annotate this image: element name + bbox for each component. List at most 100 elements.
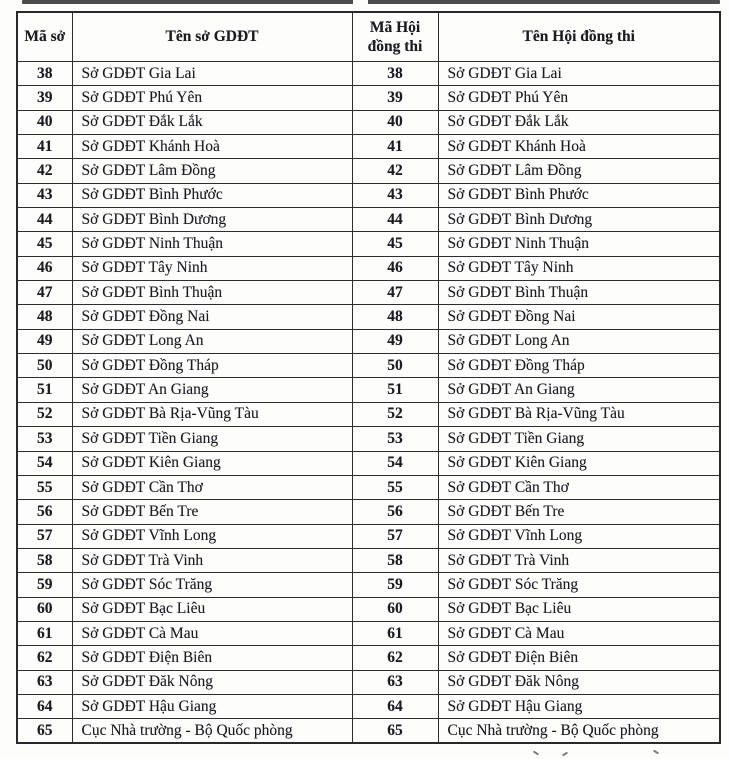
cell-ma-hoi-dong-thi: 64 (351, 693, 439, 720)
cell-ma-so: 40 (16, 109, 73, 136)
cell-ma-hoi-dong-thi: 45 (351, 231, 439, 257)
table-row: 46 Sở GDĐT Tây Ninh 46 Sở GDĐT Tây Ninh (16, 255, 721, 282)
cell-ma-so: 45 (16, 231, 73, 257)
cell-ten-hoi-dong-thi: Sở GDĐT Tây Ninh (437, 255, 721, 282)
cell-ten-hoi-dong-thi: Sở GDĐT Vĩnh Long (437, 523, 721, 549)
table-row: 53 Sở GDĐT Tiền Giang 53 Sở GDĐT Tiền Giang (16, 426, 721, 452)
cell-ten-so-gddt: Sở GDĐT Tây Ninh (71, 255, 353, 282)
cell-ten-hoi-dong-thi: Sở GDĐT Trà Vinh (437, 547, 721, 574)
cell-ma-hoi-dong-thi: 58 (351, 547, 439, 574)
cell-ma-so: 46 (16, 255, 73, 282)
exam-council-table: Mã sở Tên sở GDĐT Mã Hội đồng thi Tên Hộ… (16, 11, 721, 745)
table-row: 39 Sở GDĐT Phú Yên 39 Sở GDĐT Phú Yên (16, 85, 721, 111)
cell-ma-hoi-dong-thi: 54 (351, 450, 439, 476)
cell-ten-so-gddt: Sở GDĐT Tiền Giang (71, 426, 353, 452)
cell-ma-hoi-dong-thi: 46 (351, 255, 439, 282)
cell-ten-hoi-dong-thi: Sở GDĐT Cà Mau (437, 620, 721, 647)
cell-ma-so: 53 (16, 426, 73, 452)
cell-ten-so-gddt: Sở GDĐT Vĩnh Long (71, 523, 353, 549)
cell-ma-so: 61 (16, 620, 73, 647)
cell-ten-so-gddt: Sở GDĐT Bình Dương (71, 207, 353, 233)
cell-ma-so: 57 (16, 523, 73, 549)
cell-ma-hoi-dong-thi: 53 (351, 426, 439, 452)
table-body: 38 Sở GDĐT Gia Lai 38 Sở GDĐT Gia Lai 39 Sở G… (16, 60, 721, 744)
cell-ten-so-gddt: Sở GDĐT An Giang (71, 377, 353, 403)
cell-ten-so-gddt: Sở GDĐT Bà Rịa-Vũng Tàu (71, 401, 353, 428)
cell-ma-hoi-dong-thi: 50 (351, 353, 439, 379)
cell-ten-so-gddt: Sở GDĐT Điện Biên (71, 645, 353, 671)
cell-ma-hoi-dong-thi: 41 (351, 134, 439, 160)
cell-ma-so: 48 (16, 304, 73, 330)
cell-ten-so-gddt: Sở GDĐT Hậu Giang (71, 693, 353, 720)
table-row: 61 Sở GDĐT Cà Mau 61 Sở GDĐT Cà Mau (16, 620, 721, 647)
cell-ten-so-gddt: Sở GDĐT Bến Tre (71, 499, 353, 525)
cell-ma-hoi-dong-thi: 52 (351, 401, 439, 428)
cell-ma-so: 64 (16, 693, 73, 720)
header-ten-hoi-dong-thi: Tên Hội đồng thi (437, 11, 721, 62)
cell-ten-hoi-dong-thi: Sở GDĐT Phú Yên (437, 85, 721, 111)
cell-ma-so: 43 (16, 182, 73, 209)
cell-ten-hoi-dong-thi: Sở GDĐT Đồng Nai (437, 304, 721, 330)
cell-ten-so-gddt: Sở GDĐT Đăk Nông (71, 669, 353, 695)
cell-ten-hoi-dong-thi: Sở GDĐT An Giang (437, 377, 721, 403)
cell-ten-hoi-dong-thi: Sở GDĐT Bến Tre (437, 499, 721, 525)
cell-ten-so-gddt: Cục Nhà trường - Bộ Quốc phòng (71, 718, 353, 744)
table-row: 49 Sở GDĐT Long An 49 Sở GDĐT Long An (16, 328, 721, 355)
table-row: 59 Sở GDĐT Sóc Trăng 59 Sở GDĐT Sóc Trăng (16, 572, 721, 598)
cell-ma-so: 54 (16, 450, 73, 476)
cell-ten-hoi-dong-thi: Sở GDĐT Bình Phước (437, 182, 721, 209)
table-row: 47 Sở GDĐT Bình Thuận 47 Sở GDĐT Bình Thuận (16, 280, 721, 306)
cell-ten-so-gddt: Sở GDĐT Long An (71, 328, 353, 355)
cell-ma-hoi-dong-thi: 44 (351, 207, 439, 233)
cell-ma-hoi-dong-thi: 55 (351, 474, 439, 501)
cell-ten-so-gddt: Sở GDĐT Kiên Giang (71, 450, 353, 476)
table-row: 63 Sở GDĐT Đăk Nông 63 Sở GDĐT Đăk Nông (16, 669, 721, 695)
cell-ten-hoi-dong-thi: Sở GDĐT Lâm Đồng (437, 158, 721, 184)
cell-ma-hoi-dong-thi: 40 (351, 109, 439, 136)
table-row: 45 Sở GDĐT Ninh Thuận 45 Sở GDĐT Ninh Thuận (16, 231, 721, 257)
cell-ten-so-gddt: Sở GDĐT Đồng Tháp (71, 353, 353, 379)
cell-ten-hoi-dong-thi: Sở GDĐT Kiên Giang (437, 450, 721, 476)
table-header: Mã sở Tên sở GDĐT Mã Hội đồng thi Tên Hộ… (16, 11, 721, 62)
cell-ma-hoi-dong-thi: 59 (351, 572, 439, 598)
cell-ten-hoi-dong-thi: Sở GDĐT Điện Biên (437, 645, 721, 671)
table-row: 50 Sở GDĐT Đồng Tháp 50 Sở GDĐT Đồng Tháp (16, 353, 721, 379)
header-ten-so-gddt: Tên sở GDĐT (71, 11, 353, 62)
cell-ten-hoi-dong-thi: Sở GDĐT Tiền Giang (437, 426, 721, 452)
cell-ma-so: 55 (16, 474, 73, 501)
cell-ma-hoi-dong-thi: 43 (351, 182, 439, 209)
cell-ma-so: 58 (16, 547, 73, 574)
cell-ten-hoi-dong-thi: Sở GDĐT Hậu Giang (437, 693, 721, 720)
cell-ma-so: 44 (16, 207, 73, 233)
cell-ma-so: 47 (16, 280, 73, 306)
cell-ma-so: 50 (16, 353, 73, 379)
cell-ten-so-gddt: Sở GDĐT Phú Yên (71, 85, 353, 111)
cell-ma-hoi-dong-thi: 51 (351, 377, 439, 403)
cell-ma-hoi-dong-thi: 56 (351, 499, 439, 525)
cell-ma-hoi-dong-thi: 48 (351, 304, 439, 330)
header-ma-so: Mã sở (16, 11, 73, 62)
table-row: 44 Sở GDĐT Bình Dương 44 Sở GDĐT Bình Dương (16, 207, 721, 233)
cell-ma-so: 65 (16, 718, 73, 744)
cell-ten-so-gddt: Sở GDĐT Cà Mau (71, 620, 353, 647)
cell-ten-hoi-dong-thi: Sở GDĐT Đăk Nông (437, 669, 721, 695)
cell-ten-hoi-dong-thi: Sở GDĐT Long An (437, 328, 721, 355)
cell-ma-so: 39 (16, 85, 73, 111)
table-row: 62 Sở GDĐT Điện Biên 62 Sở GDĐT Điện Biên (16, 645, 721, 671)
scan-artifact-diacritic-mark (532, 750, 540, 756)
cell-ma-hoi-dong-thi: 63 (351, 669, 439, 695)
cell-ten-hoi-dong-thi: Cục Nhà trường - Bộ Quốc phòng (437, 718, 721, 744)
cell-ten-so-gddt: Sở GDĐT Lâm Đồng (71, 158, 353, 184)
cell-ten-so-gddt: Sở GDĐT Đồng Nai (71, 304, 353, 330)
table-row: 42 Sở GDĐT Lâm Đồng 42 Sở GDĐT Lâm Đồng (16, 158, 721, 184)
cell-ma-so: 41 (16, 134, 73, 160)
table-row: 56 Sở GDĐT Bến Tre 56 Sở GDĐT Bến Tre (16, 499, 721, 525)
cell-ma-hoi-dong-thi: 42 (351, 158, 439, 184)
cell-ma-hoi-dong-thi: 38 (351, 60, 439, 87)
cell-ten-so-gddt: Sở GDĐT Cần Thơ (71, 474, 353, 501)
cell-ten-hoi-dong-thi: Sở GDĐT Đồng Tháp (437, 353, 721, 379)
table-row: 60 Sở GDĐT Bạc Liêu 60 Sở GDĐT Bạc Liêu (16, 596, 721, 622)
cell-ma-hoi-dong-thi: 39 (351, 85, 439, 111)
cell-ten-so-gddt: Sở GDĐT Bạc Liêu (71, 596, 353, 622)
